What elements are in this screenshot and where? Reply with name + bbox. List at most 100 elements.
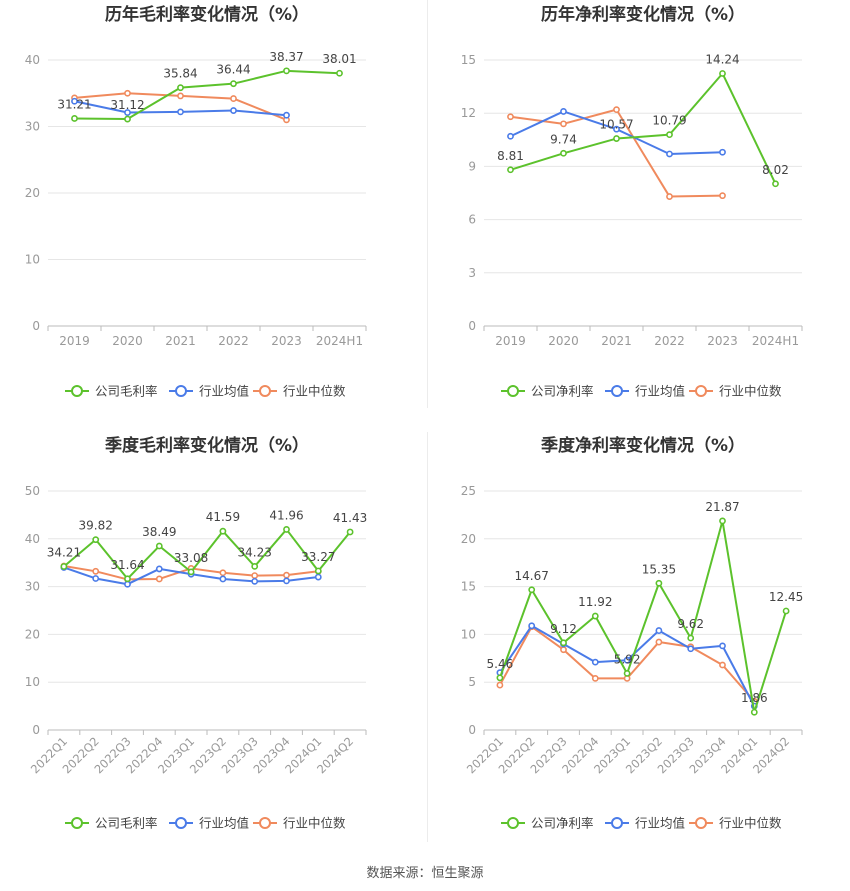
data-point-company[interactable] (283, 526, 290, 533)
data-point-industry-median[interactable] (560, 120, 567, 128)
data-point-industry-median[interactable] (560, 646, 567, 654)
data-point-industry-avg[interactable] (623, 656, 631, 664)
data-point-company[interactable] (219, 527, 227, 535)
data-point-industry-avg[interactable] (528, 622, 536, 630)
legend-item-industry-median[interactable]: 行业中位数 (689, 384, 782, 399)
data-point-industry-avg[interactable] (230, 107, 237, 114)
data-point-company[interactable] (623, 670, 631, 677)
legend-item-industry-avg[interactable]: 行业均值 (169, 816, 249, 831)
data-point-industry-median[interactable] (124, 89, 131, 97)
data-point-company[interactable] (782, 607, 790, 615)
data-point-industry-avg[interactable] (560, 108, 567, 115)
data-point-industry-median[interactable] (613, 106, 620, 114)
y-tick-label: 40 (25, 532, 40, 546)
data-point-company[interactable] (507, 166, 514, 174)
data-point-company[interactable] (772, 180, 779, 188)
data-point-industry-avg[interactable] (71, 97, 78, 105)
legend-item-industry-median[interactable]: 行业中位数 (253, 384, 346, 399)
legend-item-industry-avg[interactable]: 行业均值 (605, 816, 685, 831)
data-point-company[interactable] (496, 674, 504, 682)
legend-item-company[interactable]: 公司净利率 (501, 816, 594, 831)
data-point-industry-median[interactable] (230, 95, 237, 102)
y-tick-label: 40 (25, 53, 40, 67)
legend-label: 行业中位数 (283, 816, 346, 831)
data-point-company[interactable] (230, 80, 237, 88)
data-point-company[interactable] (177, 84, 184, 92)
data-point-industry-median[interactable] (655, 638, 663, 646)
data-point-industry-median[interactable] (155, 575, 163, 583)
data-label: 38.01 (322, 52, 356, 66)
data-point-company[interactable] (655, 579, 663, 587)
data-point-industry-median[interactable] (719, 192, 726, 200)
data-point-company[interactable] (336, 69, 343, 77)
data-point-company[interactable] (560, 639, 567, 647)
legend-item-industry-median[interactable]: 行业中位数 (253, 816, 346, 831)
data-label: 38.49 (142, 525, 176, 539)
data-point-company[interactable] (591, 612, 599, 620)
data-point-industry-avg[interactable] (155, 565, 163, 573)
data-point-industry-avg[interactable] (613, 125, 620, 133)
data-point-company[interactable] (71, 115, 78, 122)
data-point-industry-median[interactable] (283, 571, 290, 579)
data-point-company[interactable] (124, 575, 131, 583)
data-point-industry-avg[interactable] (655, 627, 663, 634)
data-point-industry-median[interactable] (507, 113, 514, 121)
data-point-industry-avg[interactable] (719, 642, 726, 650)
y-tick-label: 10 (25, 253, 40, 267)
y-tick-label: 10 (461, 627, 476, 641)
y-tick-label: 6 (468, 213, 476, 227)
data-label: 9.12 (550, 622, 577, 636)
data-point-industry-avg[interactable] (283, 577, 290, 585)
data-point-industry-avg[interactable] (177, 108, 184, 116)
data-point-company[interactable] (314, 567, 322, 575)
data-point-industry-avg[interactable] (124, 109, 131, 116)
data-point-industry-avg[interactable] (666, 150, 673, 158)
data-point-company[interactable] (528, 586, 536, 594)
data-point-company[interactable] (124, 115, 131, 123)
data-point-industry-median[interactable] (496, 681, 504, 689)
data-label: 8.81 (497, 149, 524, 163)
data-point-industry-median[interactable] (666, 193, 673, 200)
data-point-company[interactable] (346, 528, 354, 536)
data-point-industry-avg[interactable] (283, 111, 290, 119)
data-point-company[interactable] (251, 562, 259, 570)
legend-swatch-marker (507, 385, 519, 397)
data-point-industry-avg[interactable] (219, 575, 227, 583)
legend-item-company[interactable]: 公司净利率 (501, 384, 594, 399)
data-point-company[interactable] (155, 542, 163, 550)
data-point-company[interactable] (666, 131, 673, 139)
data-point-company[interactable] (560, 149, 567, 157)
y-tick-label: 50 (25, 484, 40, 498)
data-point-industry-avg[interactable] (687, 645, 695, 653)
data-point-company[interactable] (92, 536, 100, 544)
data-point-company[interactable] (719, 70, 726, 77)
legend-item-industry-avg[interactable]: 行业均值 (605, 384, 685, 399)
data-point-industry-avg[interactable] (92, 575, 100, 582)
data-point-company[interactable] (719, 517, 726, 525)
data-point-industry-median[interactable] (92, 567, 100, 575)
legend-item-industry-avg[interactable]: 行业均值 (169, 384, 249, 399)
data-point-company[interactable] (283, 67, 290, 75)
data-point-company[interactable] (687, 634, 695, 642)
legend-swatch-marker (259, 385, 271, 397)
legend-item-company[interactable]: 公司毛利率 (65, 816, 158, 831)
legend-item-company[interactable]: 公司毛利率 (65, 384, 158, 399)
data-point-industry-median[interactable] (219, 569, 227, 577)
data-point-industry-avg[interactable] (251, 577, 259, 585)
data-point-industry-avg[interactable] (124, 580, 131, 588)
data-point-industry-median[interactable] (177, 92, 184, 100)
data-point-company[interactable] (60, 563, 68, 570)
data-point-industry-median[interactable] (719, 661, 726, 669)
data-point-industry-avg[interactable] (719, 148, 726, 156)
data-point-company[interactable] (187, 568, 195, 576)
legend-swatch-marker (507, 817, 519, 829)
data-point-industry-avg[interactable] (591, 658, 599, 666)
data-point-company[interactable] (750, 708, 758, 716)
data-point-industry-avg[interactable] (507, 132, 514, 140)
data-point-industry-avg[interactable] (314, 573, 322, 581)
legend-item-industry-median[interactable]: 行业中位数 (689, 816, 782, 831)
data-point-industry-median[interactable] (591, 674, 599, 682)
data-point-company[interactable] (613, 135, 620, 142)
data-point-industry-median[interactable] (251, 572, 259, 580)
data-label: 36.44 (216, 63, 250, 77)
